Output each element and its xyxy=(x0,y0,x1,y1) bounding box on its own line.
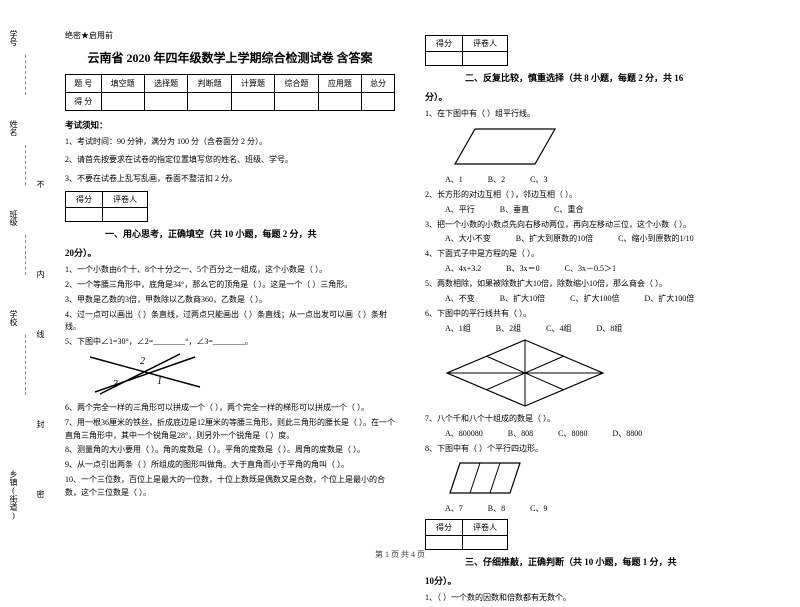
cell xyxy=(426,536,463,550)
cell: 得分 xyxy=(66,192,103,208)
options: A、800080B、808C、8080D、8800 xyxy=(445,428,755,439)
cell: 得 分 xyxy=(66,93,102,111)
cell: 判断题 xyxy=(188,75,231,93)
question: 3、把一个小数的小数点先向右移动两位，再向左移动三位，这个小数（ ）。 xyxy=(425,219,755,232)
cell: 评卷人 xyxy=(103,192,148,208)
question: 5、下图中∠1=30°，∠2=________°，∠3=________。 xyxy=(65,336,395,349)
question: 2、长方形的对边互相（ ），邻边互相（ ）。 xyxy=(425,189,755,202)
cell xyxy=(103,208,148,222)
page-footer: 第 1 页 共 4 页 xyxy=(0,549,800,560)
question: 4、过一点可以画出（ ）条直线，过两点只能画出（ ）条直线；从一点出发可以画（ … xyxy=(65,309,395,335)
options: A、不变B、扩大10倍C、扩大100倍D、扩大100倍 xyxy=(445,293,755,304)
cell: 选择题 xyxy=(144,75,187,93)
cell xyxy=(463,52,508,66)
cell: 应用题 xyxy=(318,75,361,93)
question: 8、下图中有（ ）个平行四边形。 xyxy=(425,443,755,456)
options: A、平行B、垂直C、重合 xyxy=(445,204,755,215)
cell xyxy=(101,93,144,111)
table-row: 题 号 填空题 选择题 判断题 计算题 综合题 应用题 总分 xyxy=(66,75,395,93)
right-column: 得分评卷人 二、反复比较，慎重选择（共 8 小题，每题 2 分，共 16 分）。… xyxy=(410,30,765,607)
svg-text:1: 1 xyxy=(157,376,162,387)
options: A、大小不变B、扩大到原数的10倍C、缩小到原数的1/10 xyxy=(445,233,755,244)
svg-text:3: 3 xyxy=(112,379,118,390)
side-line xyxy=(25,235,26,275)
notice-heading: 考试须知： xyxy=(65,119,395,131)
question: 7、八个千和八个十组成的数是（ ）。 xyxy=(425,413,755,426)
side-label: 学号 xyxy=(8,30,19,46)
rhombus-figure xyxy=(445,338,755,410)
question: 1、在下图中有（ ）组平行线。 xyxy=(425,108,755,121)
question: 6、两个完全一样的三角形可以拼成一个（ ），两个完全一样的梯形可以拼成一个（ ）… xyxy=(65,402,395,415)
options: A、1组B、2组C、4组D、8组 xyxy=(445,323,755,334)
binding-margin: 学号 姓名 班级 学校 乡镇(街道) 不 内 线 封 密 xyxy=(0,0,50,565)
cell: 总分 xyxy=(362,75,395,93)
side-note: 不 xyxy=(35,180,46,196)
table-row: 得 分 xyxy=(66,93,395,111)
cell xyxy=(188,93,231,111)
side-note: 封 xyxy=(35,420,46,428)
question: 10、一个三位数，百位上是最大的一位数，十位上数既是偶数又是合数，个位上是最小的… xyxy=(65,474,395,500)
cell xyxy=(231,93,274,111)
question: 2、一个等腰三角形中，底角是34°，那么它的顶角是（ ）。这是一个（ ）三角形。 xyxy=(65,279,395,292)
section1-title: 一、用心思考，正确填空（共 10 小题，每题 2 分，共 xyxy=(105,227,395,240)
grader-table: 得分评卷人 xyxy=(425,519,508,550)
cell: 评卷人 xyxy=(463,36,508,52)
exam-title: 云南省 2020 年四年级数学上学期综合检测试卷 含答案 xyxy=(65,49,395,66)
cell xyxy=(426,52,463,66)
score-table: 题 号 填空题 选择题 判断题 计算题 综合题 应用题 总分 得 分 xyxy=(65,74,395,111)
cell: 评卷人 xyxy=(463,520,508,536)
options: A、7B、8C、9 xyxy=(445,503,755,514)
grader-table: 得分评卷人 xyxy=(65,191,148,222)
question: 3、甲数是乙数的3倍，甲数除以乙数商360，乙数是（ ）。 xyxy=(65,294,395,307)
parallelogram-figure xyxy=(445,124,755,171)
cell xyxy=(463,536,508,550)
svg-text:2: 2 xyxy=(140,356,145,367)
page-columns: 绝密★启用前 云南省 2020 年四年级数学上学期综合检测试卷 含答案 题 号 … xyxy=(55,0,800,607)
rule: 1、考试时间：90 分钟，满分为 100 分（含卷面分 2 分）。 xyxy=(65,135,395,149)
grader-table: 得分评卷人 xyxy=(425,35,508,66)
rule: 3、不要在试卷上乱写乱画，卷面不整洁扣 2 分。 xyxy=(65,172,395,186)
left-column: 绝密★启用前 云南省 2020 年四年级数学上学期综合检测试卷 含答案 题 号 … xyxy=(55,30,410,607)
question: 1、（ ）一个数的因数和倍数都有无数个。 xyxy=(425,592,755,605)
cell xyxy=(66,208,103,222)
small-para-figure xyxy=(445,458,755,500)
side-label: 学校 xyxy=(8,310,19,326)
section1-cont: 20分）。 xyxy=(65,246,395,259)
cell xyxy=(318,93,361,111)
side-label: 班级 xyxy=(8,210,19,226)
cell xyxy=(362,93,395,111)
question: 5、两数相除，如果被除数扩大10倍，除数缩小10倍，那么商会（ ）。 xyxy=(425,278,755,291)
question: 7、用一根36厘米的铁丝，折成底边是12厘米的等腰三角形，则此三角形的腰长是（ … xyxy=(65,417,395,443)
side-line xyxy=(25,55,26,95)
angle-figure: 2 3 1 xyxy=(85,352,395,399)
question: 4、下面式子中是方程的是（ ）。 xyxy=(425,248,755,261)
cell: 填空题 xyxy=(101,75,144,93)
side-line xyxy=(25,145,26,185)
section2-cont: 分）。 xyxy=(425,90,755,103)
question: 8、测量角的大小要用（ ）。角的度数是（ ）。平角的度数是（ ）。周角的度数是（… xyxy=(65,444,395,457)
rule: 2、请首先按要求在试卷的指定位置填写您的姓名、班级、学号。 xyxy=(65,153,395,167)
cell: 得分 xyxy=(426,36,463,52)
side-note: 密 xyxy=(35,490,46,498)
question: 1、一个小数由6个十、8个十分之一、5个百分之一组成，这个小数是（ ）。 xyxy=(65,264,395,277)
cell: 题 号 xyxy=(66,75,102,93)
side-note: 内 xyxy=(35,270,46,278)
section2-title: 二、反复比较，慎重选择（共 8 小题，每题 2 分，共 16 xyxy=(465,71,755,84)
cell xyxy=(275,93,318,111)
side-label: 乡镇(街道) xyxy=(8,470,19,520)
secret-label: 绝密★启用前 xyxy=(65,30,395,41)
section3-cont: 10分）。 xyxy=(425,574,755,587)
options: A、4x+3.2B、3x＝0C、3x－0.5＞1 xyxy=(445,263,755,274)
side-label: 姓名 xyxy=(8,120,19,136)
cell: 计算题 xyxy=(231,75,274,93)
question: 6、下图中的平行线共有（ ）。 xyxy=(425,308,755,321)
cell: 综合题 xyxy=(275,75,318,93)
cell xyxy=(144,93,187,111)
side-note: 线 xyxy=(35,330,46,338)
options: A、1B、2C、3 xyxy=(445,174,755,185)
question: 9、从一点引出两条（ ）所组成的图形叫做角。大于直角而小于平角的角叫（ ）。 xyxy=(65,459,395,472)
cell: 得分 xyxy=(426,520,463,536)
side-line xyxy=(25,335,26,395)
